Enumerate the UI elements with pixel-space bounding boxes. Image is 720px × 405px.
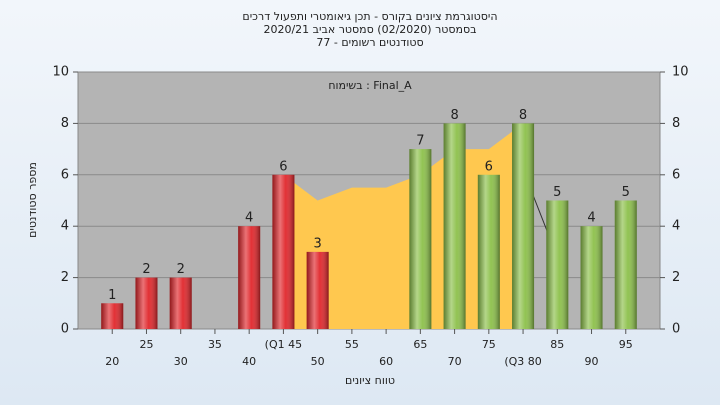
x-tick-label: 30: [174, 355, 188, 368]
bar-label: 5: [622, 185, 630, 200]
y-axis-label: מספר סטודנטים: [26, 162, 39, 238]
bar: [272, 174, 295, 329]
x-tick-label: 55: [345, 338, 359, 351]
bar-label: 5: [553, 185, 561, 200]
bar: [238, 226, 261, 329]
bar: [135, 277, 158, 329]
y-tick-label: 6: [61, 167, 69, 182]
chart-title: היסטוגרמת ציונים בקורס - תכן גיאומטרי ות…: [242, 10, 497, 23]
y-tick-label: 10: [52, 65, 69, 80]
bar: [477, 174, 500, 329]
bar: [306, 251, 329, 329]
bar-label: 2: [177, 262, 185, 277]
bar-label: 6: [485, 159, 493, 174]
x-tick-label: 70: [448, 355, 462, 368]
x-tick-label: 65: [413, 338, 427, 351]
y2-tick-label: 6: [672, 167, 680, 182]
x-tick-label: 85: [550, 338, 564, 351]
x-tick-label: 60: [379, 355, 393, 368]
x-tick-label: 20: [105, 355, 119, 368]
x-tick-label: (Q3 80: [504, 355, 541, 368]
y2-tick-label: 2: [672, 270, 680, 285]
x-tick-label: 40: [242, 355, 256, 368]
bar-label: 1: [108, 288, 116, 303]
bar-label: 2: [142, 262, 150, 277]
bar: [443, 123, 466, 330]
bar: [614, 200, 637, 329]
x-tick-label: 90: [585, 355, 599, 368]
bar: [512, 123, 535, 330]
y-tick-label: 2: [61, 270, 69, 285]
x-axis-label: טווח ציונים: [345, 374, 395, 387]
bar: [580, 226, 603, 329]
y-tick-label: 8: [61, 116, 69, 131]
y2-tick-label: 8: [672, 116, 680, 131]
y2-tick-label: 4: [672, 219, 680, 234]
chart-subtitle: סטודנטים רשומים - 77: [316, 36, 423, 49]
bar: [546, 200, 569, 329]
x-tick-label: (Q1 45: [265, 338, 302, 351]
annotation: בשימוח : Final_A: [328, 79, 412, 92]
y-tick-label: 4: [61, 219, 69, 234]
bar-label: 4: [587, 211, 595, 226]
bar-label: 8: [519, 108, 527, 123]
y-tick-label: 0: [61, 322, 69, 337]
bar: [101, 303, 124, 329]
bar-label: 8: [450, 108, 458, 123]
y2-tick-label: 0: [672, 322, 680, 337]
x-tick-label: 35: [208, 338, 222, 351]
bar-label: 4: [245, 211, 253, 226]
x-tick-label: 75: [482, 338, 496, 351]
x-tick-label: 95: [619, 338, 633, 351]
bar: [169, 277, 192, 329]
bar-label: 6: [279, 159, 287, 174]
bar-label: 3: [314, 236, 322, 251]
x-tick-label: 50: [311, 355, 325, 368]
bar-label: 7: [416, 134, 424, 149]
chart-subtitle: בסמסטר (02/2020) סמסטר אביב 2020/21: [263, 23, 476, 36]
y2-tick-label: 10: [672, 65, 689, 80]
bar: [409, 149, 432, 329]
x-tick-label: 25: [139, 338, 153, 351]
